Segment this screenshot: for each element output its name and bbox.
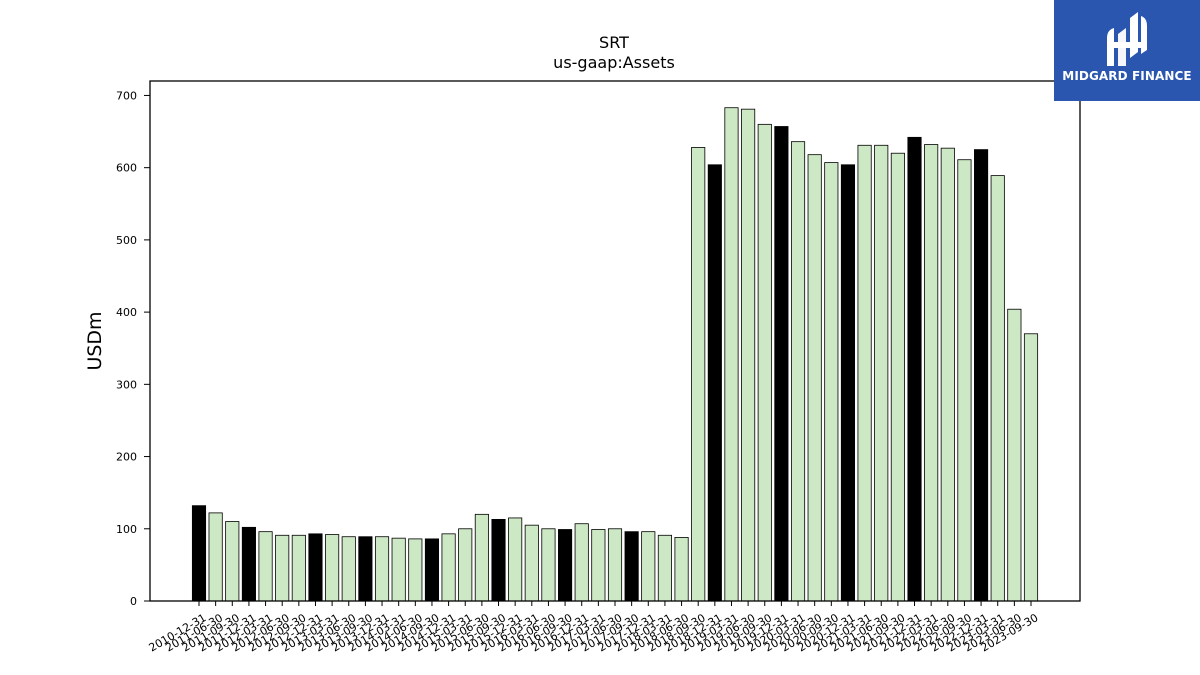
bar-2013-06-30 — [341, 536, 356, 602]
bar-2021-06-30 — [874, 144, 889, 602]
bar-2011-06-30 — [208, 512, 223, 602]
chart-subtitle: us-gaap:Assets — [553, 53, 675, 72]
y-tick-label: 600 — [116, 162, 137, 175]
bar-2022-03-31 — [924, 144, 939, 602]
bar-2021-03-31 — [857, 144, 872, 602]
y-axis-label: USDm — [84, 311, 106, 370]
bar-2018-12-31 — [707, 164, 722, 602]
bar-2020-12-31 — [840, 164, 856, 602]
bar-2020-06-30 — [807, 154, 822, 602]
bar-2015-06-30 — [474, 513, 489, 602]
bar-2018-06-30 — [674, 537, 689, 602]
bar-2019-06-30 — [741, 108, 756, 602]
bar-2020-03-31 — [790, 141, 806, 602]
bar-2019-03-31 — [724, 107, 739, 602]
bar-2023-06-30 — [1007, 308, 1022, 602]
bar-2016-06-30 — [541, 528, 556, 602]
bar-2018-09-30 — [691, 147, 706, 602]
bar-2013-03-31 — [325, 534, 340, 602]
bar-2017-03-31 — [591, 529, 606, 602]
bar-2017-06-30 — [607, 528, 623, 602]
bar-2014-06-30 — [408, 538, 423, 602]
y-tick-label: 300 — [116, 378, 137, 391]
bar-2013-09-30 — [358, 536, 373, 602]
chart-title: SRT — [599, 33, 629, 52]
y-tick-label: 100 — [116, 523, 137, 536]
bar-2013-12-31 — [374, 536, 390, 602]
bar-2016-09-30 — [558, 529, 573, 602]
bars-group — [191, 107, 1039, 602]
bar-2019-09-30 — [757, 123, 772, 602]
bar-2012-03-31 — [258, 531, 273, 602]
brand-name: MIDGARD FINANCE — [1062, 69, 1192, 83]
bar-2012-12-31 — [308, 533, 323, 602]
y-tick-label: 0 — [130, 595, 137, 608]
bar-2020-09-30 — [824, 162, 839, 602]
bar-2012-06-30 — [275, 534, 290, 602]
bar-2011-12-31 — [241, 526, 256, 602]
bar-2018-03-31 — [657, 534, 672, 602]
bar-2014-09-30 — [424, 538, 440, 602]
bar-2022-12-31 — [974, 149, 989, 602]
bar-2014-03-31 — [391, 537, 406, 602]
plot-frame — [149, 80, 1081, 602]
x-axis-ticks: 2010-12-312011-06-302011-09-302011-12-31… — [147, 601, 1041, 654]
y-tick-label: 400 — [116, 306, 137, 319]
bar-2015-12-31 — [508, 517, 523, 602]
bar-2016-03-31 — [524, 524, 539, 602]
bar-2010-12-31 — [191, 505, 207, 602]
bar-2022-09-30 — [957, 159, 972, 602]
y-tick-label: 200 — [116, 451, 137, 464]
bar-2015-09-30 — [491, 518, 506, 602]
bar-2011-09-30 — [225, 521, 240, 602]
bar-2014-12-31 — [441, 533, 456, 602]
bar-2012-09-30 — [291, 534, 306, 602]
bar-2019-12-31 — [774, 126, 789, 602]
bar-2016-12-31 — [574, 523, 589, 602]
bar-2023-03-31 — [990, 175, 1005, 602]
y-tick-label: 500 — [116, 234, 137, 247]
y-tick-label: 700 — [116, 89, 137, 102]
bar-2021-12-31 — [907, 136, 922, 602]
bar-2023-09-30 — [1023, 333, 1039, 602]
y-axis-ticks: 0 100 200 300 400 500 600 700 — [116, 89, 150, 608]
bar-2015-03-31 — [458, 528, 473, 602]
bar-2022-06-30 — [940, 147, 955, 602]
bar-2017-12-31 — [641, 531, 656, 602]
bar-2017-09-30 — [624, 531, 639, 602]
brand-logo: MIDGARD FINANCE — [1054, 0, 1200, 101]
bar-2021-09-30 — [890, 152, 905, 602]
midgard-logo-icon — [1107, 12, 1147, 66]
